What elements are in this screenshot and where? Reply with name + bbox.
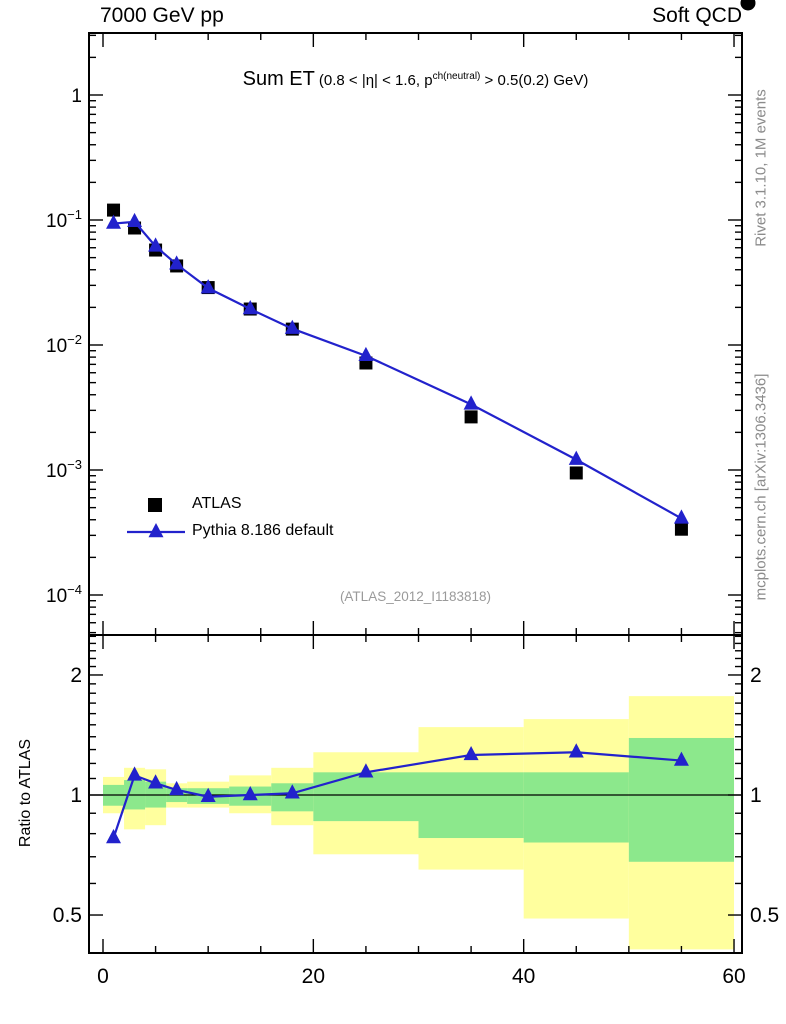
mc-point-triangle xyxy=(148,523,164,538)
mc-point-triangle xyxy=(673,751,689,766)
tick-label: 0.5 xyxy=(53,904,82,927)
data-point-square xyxy=(107,203,121,217)
mc-point-triangle xyxy=(148,237,164,252)
tick-label: 20 xyxy=(302,965,325,988)
mc-point-triangle xyxy=(200,787,216,802)
observable-title-cuts-pre: (0.8 < |η| < 1.6, p xyxy=(318,72,433,89)
observable-title: Sum ET (0.8 < |η| < 1.6, pch(neutral) > 0… xyxy=(89,68,742,91)
tick-label: 40 xyxy=(512,965,535,988)
tick-label: 1 xyxy=(71,86,82,107)
tick-label: 10−3 xyxy=(46,457,82,482)
ratio-panel-frame xyxy=(88,634,743,954)
data-point-square xyxy=(464,410,478,424)
tick-label: 1 xyxy=(70,784,82,807)
mc-point-triangle xyxy=(673,509,689,524)
data-point-square xyxy=(674,522,688,536)
data-point-square xyxy=(569,466,583,480)
mc-point-triangle xyxy=(106,214,122,229)
mc-point-triangle xyxy=(284,784,300,799)
ratio-stat-uncertainty-band xyxy=(523,772,629,843)
tick-label: 60 xyxy=(722,965,745,988)
observable-title-main: Sum ET xyxy=(242,68,315,90)
data-point-square xyxy=(148,498,162,512)
tick-label: 2 xyxy=(70,664,82,687)
tick-label: 10−2 xyxy=(46,332,82,357)
tick-label: 10−1 xyxy=(46,207,82,232)
header-process-group: Soft QCD xyxy=(652,4,742,27)
mc-point-triangle xyxy=(200,279,216,294)
tick-label: 10−4 xyxy=(46,582,82,607)
observable-title-cuts-post: > 0.5(0.2) GeV) xyxy=(480,72,589,89)
mc-point-triangle xyxy=(242,786,258,801)
ratio-axis-title: Ratio to ATLAS xyxy=(17,738,34,848)
ratio-stat-uncertainty-band xyxy=(418,772,524,839)
observable-title-superscript: ch(neutral) xyxy=(432,71,481,82)
mc-point-triangle xyxy=(106,829,122,844)
analysis-id-watermark: (ATLAS_2012_I1183818) xyxy=(339,589,492,604)
mc-point-triangle xyxy=(284,319,300,334)
tick-label: 2 xyxy=(750,664,762,687)
mc-point-triangle xyxy=(463,745,479,761)
legend-label-mc: Pythia 8.186 default xyxy=(192,522,334,539)
mc-point-triangle xyxy=(127,766,143,781)
mc-point-triangle xyxy=(358,346,374,362)
mc-point-triangle xyxy=(242,300,258,315)
mc-point-triangle xyxy=(463,395,479,410)
mc-point-triangle xyxy=(568,743,584,758)
header-beam-energy: 7000 GeV pp xyxy=(100,4,224,27)
mc-point-triangle xyxy=(358,763,374,778)
legend-label-data: ATLAS xyxy=(192,495,242,512)
ratio-stat-uncertainty-band xyxy=(313,772,419,822)
mc-point-triangle xyxy=(127,212,143,228)
main-panel-frame xyxy=(88,32,743,636)
corner-dot xyxy=(740,0,756,11)
mc-point-triangle xyxy=(568,450,584,465)
rivet-version-watermark: Rivet 3.1.10, 1M events xyxy=(752,89,770,247)
mc-curve xyxy=(113,220,682,520)
mcplots-arxiv-watermark: mcplots.cern.ch [arXiv:1306.3436] xyxy=(752,373,770,601)
mc-point-triangle xyxy=(169,255,185,270)
mc-point-triangle xyxy=(148,774,164,789)
tick-label: 0.5 xyxy=(750,904,779,927)
mc-point-triangle xyxy=(169,780,185,796)
tick-label: 0 xyxy=(97,965,109,988)
tick-label: 1 xyxy=(750,784,762,807)
